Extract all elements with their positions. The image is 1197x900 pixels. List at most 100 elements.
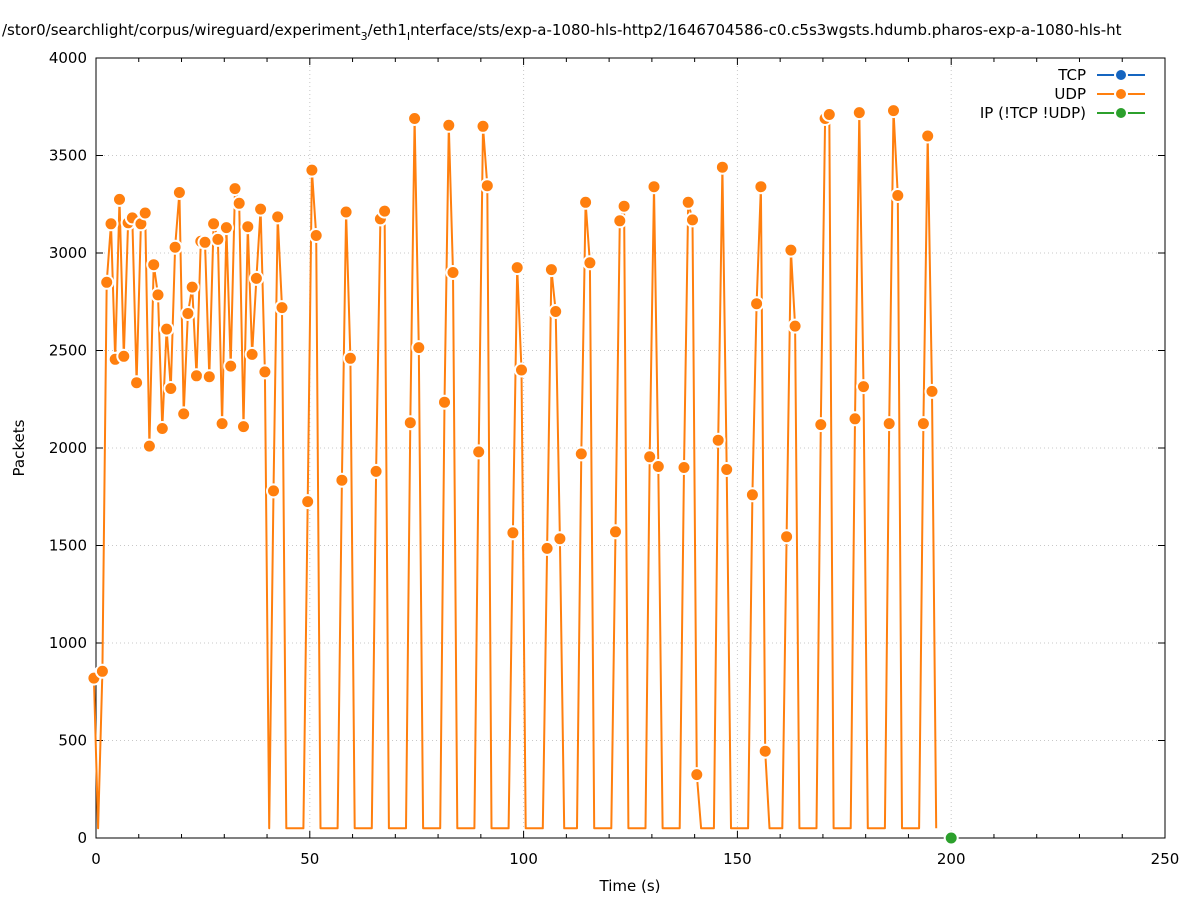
data-point bbox=[240, 219, 256, 235]
data-point bbox=[685, 212, 700, 228]
y-axis-label: Packets bbox=[10, 419, 28, 476]
data-point bbox=[411, 340, 427, 356]
data-point bbox=[308, 228, 324, 243]
data-point bbox=[266, 483, 281, 499]
data-point bbox=[573, 446, 589, 462]
data-point bbox=[137, 205, 153, 221]
data-point bbox=[509, 260, 525, 276]
grid bbox=[96, 58, 1165, 838]
data-point bbox=[915, 416, 931, 432]
data-point bbox=[231, 195, 247, 211]
data-point bbox=[163, 381, 179, 396]
data-point bbox=[184, 279, 200, 295]
data-point bbox=[821, 107, 837, 122]
data-point bbox=[578, 194, 594, 210]
data-point bbox=[437, 394, 452, 410]
chart-title-subscript: 3 bbox=[361, 30, 368, 43]
legend-label: IP (!TCP !UDP) bbox=[980, 104, 1086, 122]
data-point bbox=[616, 198, 632, 214]
data-point bbox=[342, 350, 358, 366]
chart-title-subscript-2: I bbox=[407, 30, 410, 43]
data-point bbox=[689, 767, 705, 783]
data-point bbox=[539, 540, 555, 556]
data-point bbox=[650, 459, 666, 474]
y-tick-label: 2500 bbox=[49, 342, 87, 360]
series-lines bbox=[92, 109, 938, 830]
legend-marker bbox=[1114, 68, 1128, 82]
data-point bbox=[783, 242, 799, 258]
data-point bbox=[479, 178, 495, 194]
data-point bbox=[943, 830, 959, 846]
data-point bbox=[171, 185, 187, 200]
data-point bbox=[218, 220, 234, 236]
data-point bbox=[214, 416, 230, 432]
data-point bbox=[608, 524, 623, 540]
data-point bbox=[253, 201, 269, 217]
data-point bbox=[334, 472, 350, 488]
data-point bbox=[744, 487, 760, 503]
data-point bbox=[813, 417, 829, 433]
data-point bbox=[300, 494, 316, 510]
x-tick-label: 50 bbox=[300, 850, 319, 868]
data-point bbox=[543, 262, 559, 278]
x-axis-label: Time (s) bbox=[599, 877, 661, 895]
legend-label: TCP bbox=[1057, 66, 1086, 84]
data-point bbox=[227, 181, 243, 197]
x-tick-label: 200 bbox=[937, 850, 966, 868]
data-point bbox=[680, 194, 696, 210]
data-point bbox=[146, 257, 162, 273]
data-point bbox=[141, 438, 157, 454]
data-point bbox=[99, 274, 115, 290]
data-point bbox=[167, 239, 183, 255]
data-point bbox=[116, 348, 132, 364]
data-point bbox=[514, 362, 529, 378]
x-tick-label: 100 bbox=[509, 850, 538, 868]
data-point bbox=[154, 421, 170, 436]
series-points bbox=[86, 103, 959, 846]
data-point bbox=[236, 419, 251, 435]
legend-marker bbox=[1114, 87, 1128, 101]
data-point bbox=[787, 318, 803, 334]
data-point bbox=[201, 369, 217, 385]
y-tick-label: 1000 bbox=[49, 634, 87, 652]
data-point bbox=[582, 255, 598, 271]
data-point bbox=[710, 432, 726, 448]
data-point bbox=[757, 743, 773, 759]
data-point bbox=[548, 304, 564, 319]
data-point bbox=[407, 111, 423, 126]
y-tick-label: 3500 bbox=[49, 147, 87, 165]
data-point bbox=[714, 159, 730, 175]
y-tick-label: 500 bbox=[58, 732, 87, 750]
y-tick-label: 4000 bbox=[49, 49, 87, 67]
data-point bbox=[248, 270, 264, 286]
y-tick-label: 3000 bbox=[49, 244, 87, 262]
data-point bbox=[779, 529, 795, 545]
data-point bbox=[552, 531, 568, 547]
data-point bbox=[676, 460, 692, 475]
data-point bbox=[886, 103, 901, 119]
data-point bbox=[749, 296, 765, 312]
data-point bbox=[257, 364, 273, 380]
data-point bbox=[304, 162, 320, 178]
data-point bbox=[851, 105, 867, 121]
x-tick-label: 250 bbox=[1151, 850, 1180, 868]
y-tick-label: 2000 bbox=[49, 439, 87, 457]
legend-label: UDP bbox=[1054, 85, 1086, 103]
data-point bbox=[471, 444, 487, 460]
data-point bbox=[642, 449, 658, 465]
data-point bbox=[210, 231, 226, 247]
x-tick-label: 0 bbox=[91, 850, 101, 868]
y-tick-label: 0 bbox=[77, 829, 87, 847]
data-point bbox=[176, 406, 192, 422]
data-point bbox=[244, 346, 260, 362]
data-point bbox=[920, 128, 936, 144]
data-point bbox=[890, 188, 906, 203]
data-point bbox=[223, 358, 239, 374]
data-point bbox=[197, 234, 213, 250]
data-point bbox=[445, 265, 461, 280]
data-point bbox=[103, 216, 119, 232]
data-point bbox=[270, 209, 286, 225]
data-point bbox=[150, 287, 166, 303]
